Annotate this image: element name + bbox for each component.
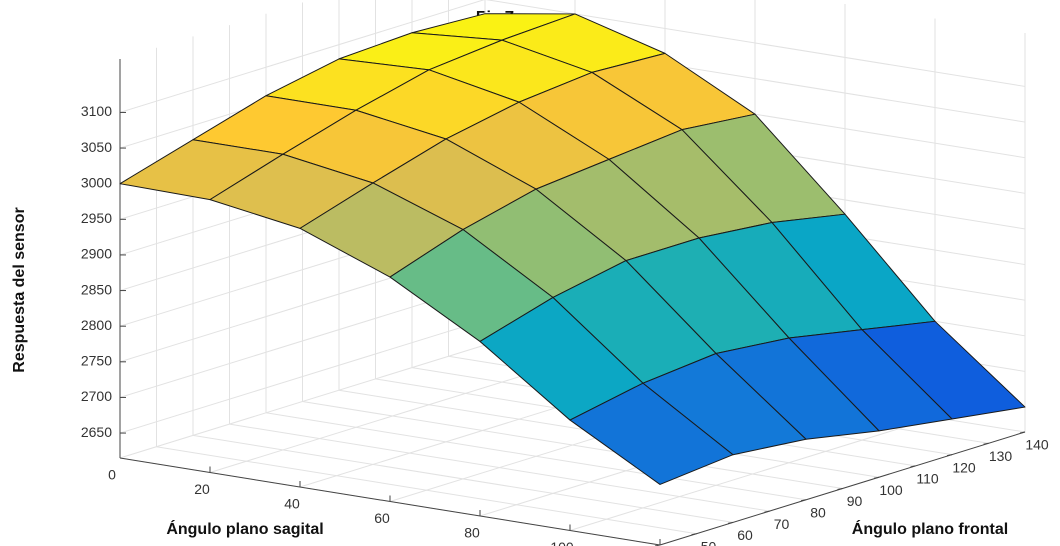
z-tick-label: 3000	[81, 174, 112, 190]
grid-line	[119, 319, 486, 434]
y-axis-label: Ángulo plano frontal	[852, 519, 1008, 538]
grid-line	[119, 283, 486, 398]
grid-line	[229, 423, 770, 512]
tick-mark	[1019, 431, 1026, 434]
tick-mark	[727, 521, 734, 524]
z-tick-label: 3100	[81, 103, 112, 119]
x-tick-label: 60	[374, 510, 390, 526]
y-tick-label: 60	[737, 527, 753, 543]
z-tick-label: 3050	[81, 139, 112, 155]
x-tick-label: 40	[284, 496, 300, 512]
tick-mark	[800, 499, 807, 502]
grid-line	[192, 434, 734, 523]
y-tick-label: 70	[774, 516, 790, 532]
y-tick-label: 100	[879, 482, 903, 498]
tick-mark	[691, 533, 697, 536]
x-tick-label: 0	[108, 467, 116, 483]
y-tick-label: 50	[701, 538, 717, 546]
grid-line	[265, 412, 807, 501]
grid-line	[119, 0, 485, 113]
tick-mark	[946, 454, 953, 457]
y-tick-label: 90	[847, 493, 863, 509]
grid-line	[156, 446, 697, 535]
z-axis-label: Respuesta del sensor	[11, 207, 28, 372]
y-tick-label: 120	[952, 459, 976, 475]
y-tick-label: 130	[989, 448, 1013, 464]
y-tick-label: 80	[810, 505, 826, 521]
tick-mark	[873, 476, 880, 479]
tick-mark	[837, 488, 843, 490]
x-tick-label: 80	[464, 525, 480, 541]
y-tick-label: 140	[1025, 437, 1049, 453]
z-tick-label: 2650	[81, 424, 112, 440]
grid-line	[302, 401, 843, 489]
z-tick-label: 2800	[81, 317, 112, 333]
z-tick-label: 2850	[81, 281, 112, 297]
z-tick-label: 2950	[81, 210, 112, 226]
surface-cell	[569, 382, 734, 485]
y-tick-label: 110	[916, 471, 939, 487]
z-tick-label: 2700	[81, 388, 112, 404]
x-axis-label: Ángulo plano sagital	[166, 519, 323, 538]
tick-mark	[764, 510, 770, 513]
x-tick-label: 100	[550, 539, 574, 546]
tick-mark	[910, 465, 916, 468]
z-tick-label: 2750	[81, 353, 112, 369]
tick-mark	[983, 442, 989, 445]
x-tick-label: 20	[194, 481, 210, 497]
z-tick-label: 2900	[81, 246, 112, 262]
